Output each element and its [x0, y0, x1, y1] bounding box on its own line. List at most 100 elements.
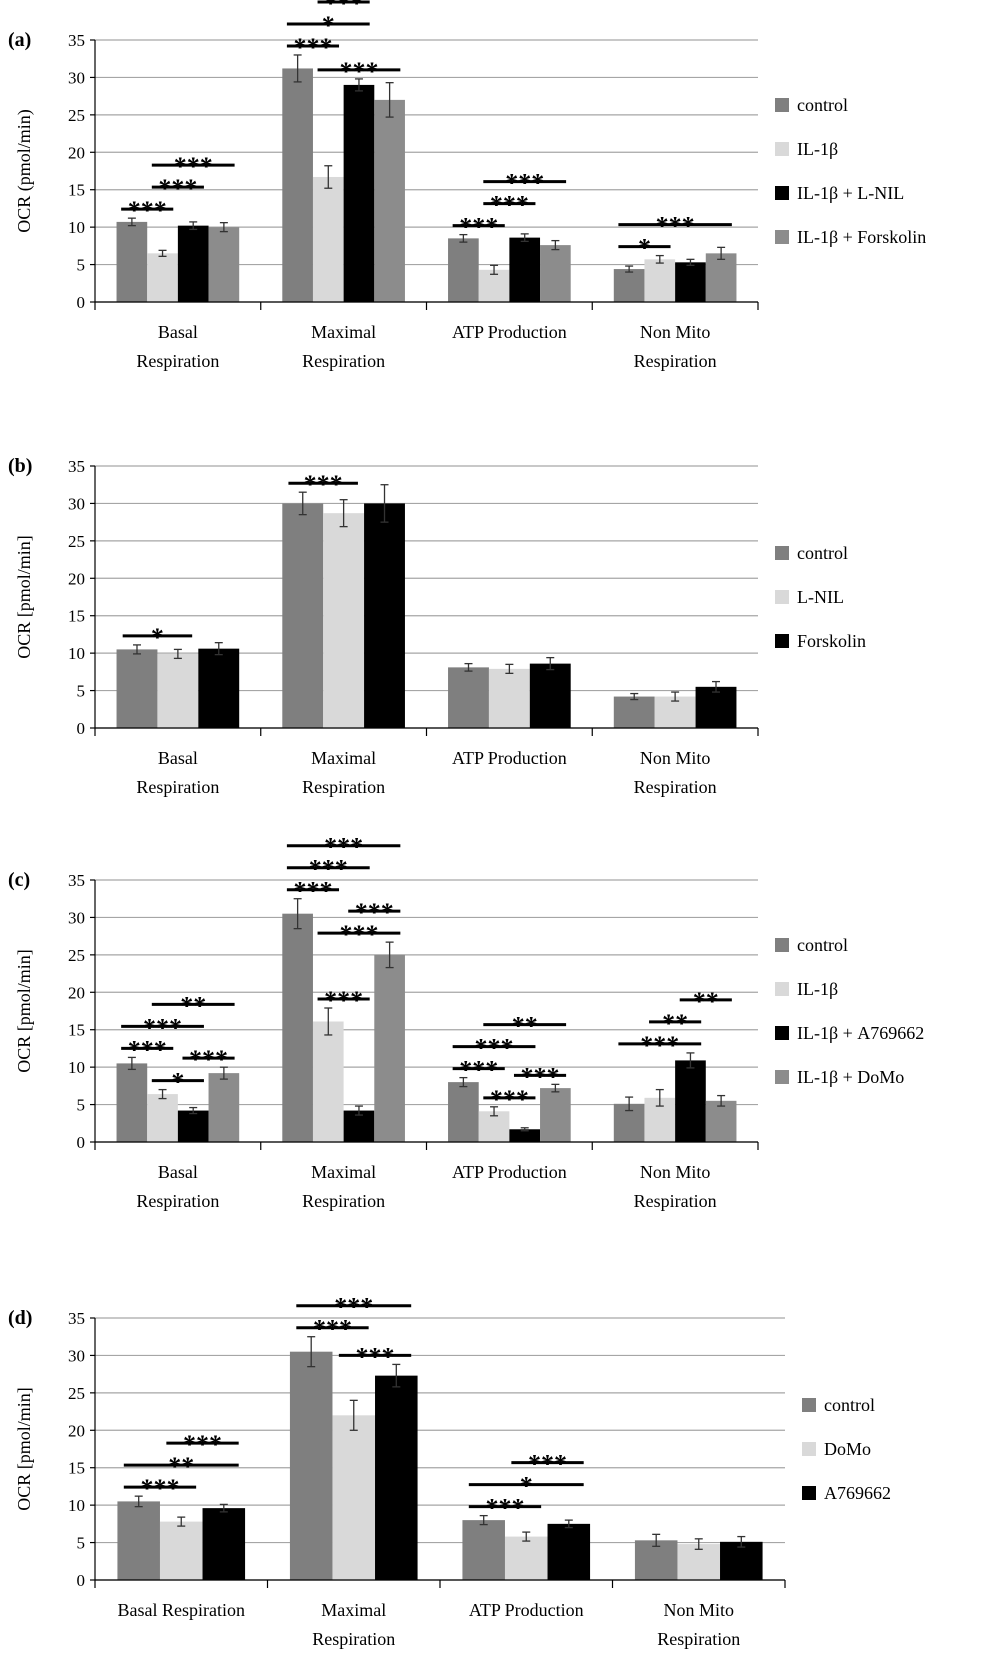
x-tick-label: Non Mito [640, 322, 711, 342]
panel: (c) OCR [pmol/min] 0 5 10 15 20 25 30 35 Basal Resp… [8, 833, 924, 1211]
bar [208, 227, 240, 302]
bar [695, 686, 737, 728]
legend-label: Forskolin [797, 631, 866, 651]
significance-label: *** [521, 1062, 560, 1091]
bar [282, 68, 313, 303]
bar [116, 221, 148, 302]
bar [374, 99, 405, 302]
legend-label: control [824, 1395, 875, 1415]
x-tick-label: Maximal [311, 1162, 376, 1182]
panel-label: (b) [8, 455, 32, 477]
significance-label: *** [324, 0, 363, 18]
y-tick-label: 35 [68, 31, 85, 50]
y-tick-label: 30 [68, 494, 85, 513]
x-tick-label: Respiration [657, 1629, 740, 1649]
legend-label: IL-1β + A769662 [797, 1023, 924, 1043]
legend-swatch [775, 590, 789, 604]
significance-label: *** [339, 920, 378, 949]
significance-label: *** [128, 196, 167, 225]
x-tick-label: Respiration [634, 351, 717, 371]
bar [198, 648, 240, 728]
bar [675, 1060, 706, 1142]
x-tick-label: Maximal [311, 748, 376, 768]
x-tick-label: ATP Production [452, 1162, 567, 1182]
legend-label: A769662 [824, 1483, 891, 1503]
significance-label: ** [168, 1452, 194, 1481]
y-tick-label: 25 [68, 1384, 85, 1403]
y-tick-label: 0 [77, 293, 86, 312]
significance-label: *** [475, 1034, 514, 1063]
significance-label: *** [128, 1035, 167, 1064]
bar [613, 269, 645, 302]
significance-label: *** [459, 213, 498, 242]
bar [677, 1544, 721, 1580]
panel-label: (a) [8, 29, 31, 51]
bar [282, 913, 313, 1142]
y-tick-label: 25 [68, 946, 85, 965]
bar [488, 668, 530, 728]
significance-label: *** [339, 57, 378, 86]
bar [540, 1088, 571, 1142]
significance-label: *** [355, 898, 394, 927]
x-tick-label: Non Mito [640, 748, 711, 768]
significance-label: * [638, 234, 651, 263]
significance-label: *** [309, 855, 348, 884]
bar [462, 1520, 505, 1580]
y-tick-label: 15 [68, 1459, 85, 1478]
bar [332, 1415, 376, 1580]
bar [177, 225, 209, 302]
x-tick-label: Maximal [321, 1600, 386, 1620]
significance-label: *** [183, 1430, 222, 1459]
bar [448, 667, 489, 728]
significance-label: *** [356, 1342, 395, 1371]
y-tick-label: 5 [77, 1096, 86, 1115]
y-axis-label: OCR [pmol/min] [14, 949, 34, 1073]
x-tick-label: Respiration [302, 1191, 385, 1211]
x-tick-label: ATP Production [452, 322, 567, 342]
significance-label: * [151, 623, 164, 652]
significance-label: ** [662, 1009, 688, 1038]
significance-label: *** [640, 1031, 679, 1060]
significance-label: *** [505, 169, 544, 198]
bar [364, 503, 405, 728]
bar [375, 1375, 418, 1580]
significance-label: *** [324, 986, 363, 1015]
x-tick-label: Basal [158, 322, 198, 342]
y-tick-label: 30 [68, 908, 85, 927]
legend-swatch [802, 1486, 816, 1500]
bar [289, 1351, 333, 1580]
bar [675, 262, 706, 302]
significance-label: *** [490, 191, 529, 220]
legend-label: L-NIL [797, 587, 844, 607]
x-tick-label: Respiration [302, 777, 385, 797]
x-tick-label: Non Mito [640, 1162, 711, 1182]
y-tick-label: 10 [68, 1058, 85, 1077]
bar [613, 696, 655, 728]
significance-label: *** [459, 1056, 498, 1085]
y-tick-label: 15 [68, 181, 85, 200]
bar [159, 1521, 203, 1580]
legend-label: IL-1β + DoMo [797, 1067, 904, 1087]
bar [644, 259, 676, 302]
legend-label: IL-1β + Forskolin [797, 227, 926, 247]
bar [343, 84, 375, 303]
y-axis-label: OCR [pmol/min] [14, 535, 34, 659]
bar [202, 1508, 246, 1580]
significance-label: *** [143, 1013, 182, 1042]
legend-swatch [775, 1070, 789, 1084]
significance-label: *** [304, 470, 343, 499]
x-tick-label: Basal [158, 1162, 198, 1182]
significance-label: *** [528, 1450, 567, 1479]
significance-label: ** [693, 987, 719, 1016]
bar [116, 1063, 148, 1142]
bar [157, 653, 199, 728]
significance-label: *** [293, 33, 332, 62]
y-axis-label: OCR [pmol/min] [14, 1387, 34, 1511]
x-tick-label: Maximal [311, 322, 376, 342]
bar [509, 237, 541, 302]
panel: (a) OCR (pmol/min) 0 5 10 15 20 25 30 35 Basal Resp… [8, 0, 926, 371]
panel-label: (d) [8, 1307, 32, 1329]
y-tick-label: 30 [68, 68, 85, 87]
y-tick-label: 15 [68, 1021, 85, 1040]
